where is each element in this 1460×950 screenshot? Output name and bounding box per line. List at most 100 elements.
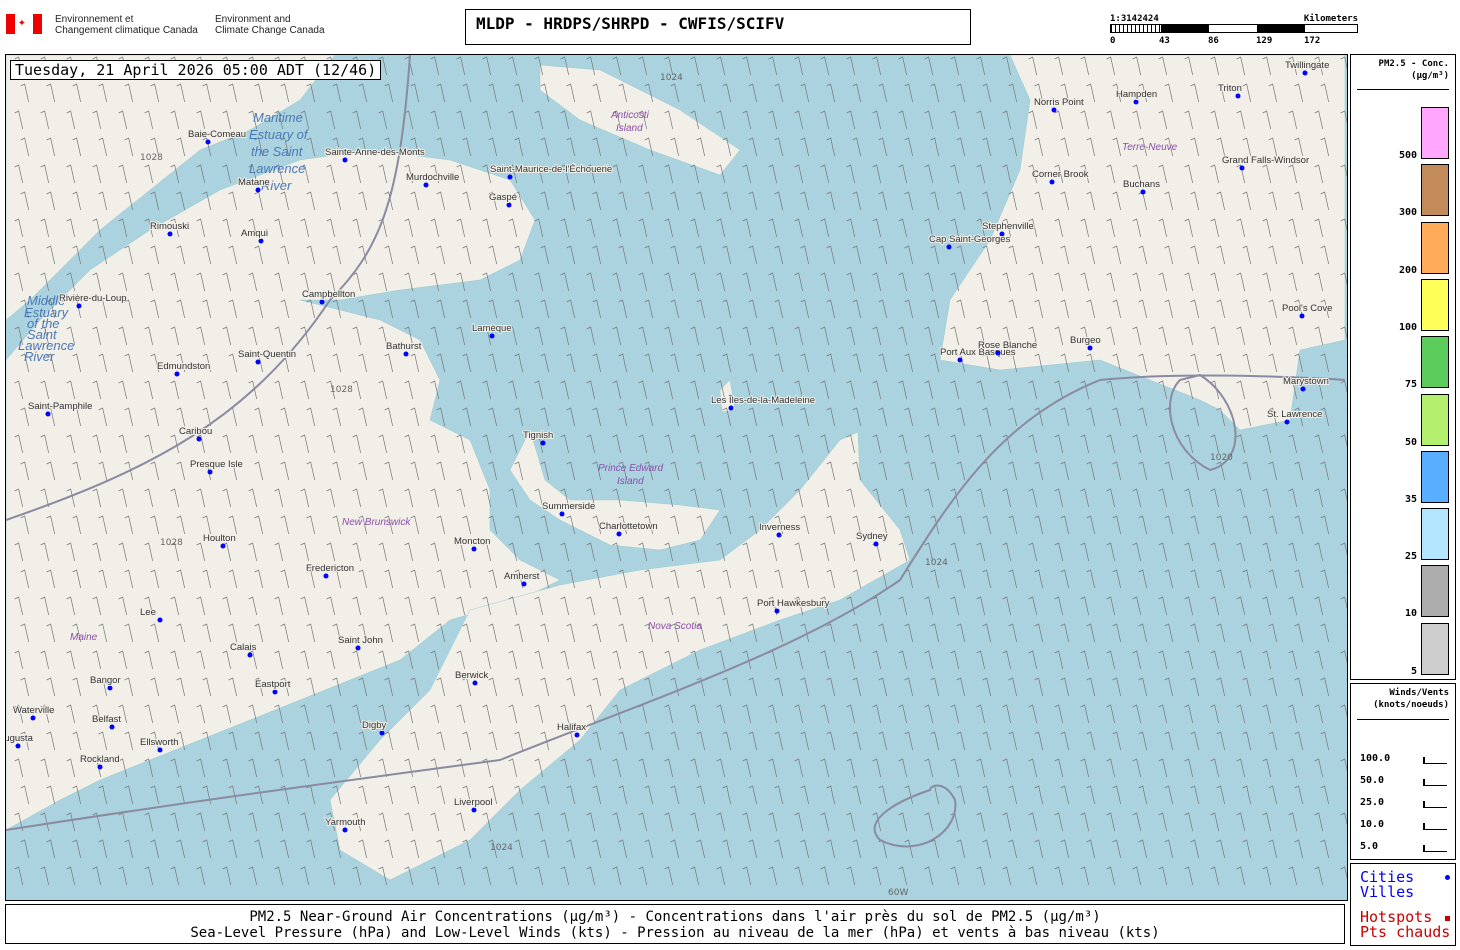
wind-barb — [1008, 83, 1018, 103]
wind-barb — [956, 407, 966, 427]
pm25-swatch — [1421, 508, 1449, 561]
wind-barb — [1054, 596, 1064, 616]
wind-barb — [534, 758, 544, 778]
wind-barb — [150, 785, 160, 805]
wind-barb — [774, 839, 784, 859]
wind-barb — [1106, 488, 1116, 508]
wind-barb — [1242, 461, 1252, 481]
wind-barb — [872, 218, 882, 238]
wind-barb — [1242, 191, 1252, 211]
wind-barb — [488, 839, 498, 859]
wind-barb — [488, 677, 498, 697]
wind-barb — [872, 866, 882, 886]
city-dot — [1239, 165, 1245, 171]
wind-barb — [956, 839, 966, 859]
wind-barb — [176, 191, 186, 211]
wind-barb — [92, 434, 102, 454]
svg-text:the Saint: the Saint — [251, 144, 304, 159]
wind-barb — [982, 839, 992, 859]
city-dot — [489, 333, 495, 339]
wind-barb — [196, 434, 206, 454]
wind-barb — [1262, 272, 1272, 292]
wind-barb — [976, 326, 986, 346]
wind-barb — [638, 488, 648, 508]
wind-barb — [956, 137, 966, 157]
city-dot — [574, 732, 580, 738]
wind-barb — [982, 785, 992, 805]
wind-barb — [352, 218, 362, 238]
wind-barb — [352, 434, 362, 454]
map-view[interactable]: 1028 1028 1028 1024 1024 1024 1020 60W M… — [5, 54, 1348, 901]
wind-barb — [1158, 596, 1168, 616]
wind-barb — [1320, 839, 1330, 859]
wind-barb — [690, 596, 700, 616]
wind-barb — [690, 326, 700, 346]
wind-barb — [696, 353, 706, 373]
wind-barb — [14, 596, 24, 616]
wind-barb — [826, 839, 836, 859]
wind-barb — [1320, 569, 1330, 589]
wind-barb — [170, 596, 180, 616]
wind-barb — [1054, 110, 1064, 130]
wind-barb — [794, 812, 804, 832]
wind-barb — [436, 245, 446, 265]
wind-barb — [488, 731, 498, 751]
wind-barb — [1112, 785, 1122, 805]
wind-barb — [696, 461, 706, 481]
wind-barb — [1236, 866, 1246, 886]
wind-barb — [612, 542, 622, 562]
wind-barb — [300, 542, 310, 562]
wind-barb — [1008, 461, 1018, 481]
wind-barb — [1158, 380, 1168, 400]
wind-barb — [800, 515, 810, 535]
wind-barb — [508, 812, 518, 832]
isobar-label: 1024 — [925, 558, 948, 568]
wind-barb — [800, 785, 810, 805]
wind-barb — [794, 866, 804, 886]
wind-barb — [956, 353, 966, 373]
wind-barb — [852, 569, 862, 589]
wind-barb — [488, 623, 498, 643]
wind-barb — [566, 623, 576, 643]
wind-barb — [46, 137, 56, 157]
wind-barb — [202, 407, 212, 427]
wind-barb — [248, 596, 258, 616]
wind-barb — [716, 596, 726, 616]
wind-barb — [1262, 164, 1272, 184]
wind-barb — [228, 515, 238, 535]
wind-barb — [976, 380, 986, 400]
wind-barb — [826, 623, 836, 643]
forecast-datetime: Tuesday, 21 April 2026 05:00 ADT (12/46) — [10, 60, 382, 80]
map-canvas[interactable]: 1028 1028 1028 1024 1024 1024 1020 60W M… — [6, 55, 1347, 900]
wind-barb — [566, 407, 576, 427]
wind-barb — [254, 299, 264, 319]
city-label: Bathurst — [386, 341, 422, 352]
wind-barb — [462, 245, 472, 265]
wind-barb — [1288, 542, 1298, 562]
wind-barb — [924, 542, 934, 562]
wind-barb — [820, 542, 830, 562]
wind-barb — [904, 677, 914, 697]
wind-barb — [742, 164, 752, 184]
wind-barb — [300, 272, 310, 292]
wind-barb — [430, 218, 440, 238]
wind-barb — [46, 839, 56, 859]
city-dot — [1133, 99, 1139, 105]
wind-barb — [924, 704, 934, 724]
wind-barb — [696, 191, 706, 211]
wind-barb — [482, 758, 492, 778]
wind-barb — [1340, 380, 1347, 394]
wind-barb — [436, 299, 446, 319]
wind-barb — [46, 461, 56, 481]
wind-barb — [566, 785, 576, 805]
wind-barb — [748, 191, 758, 211]
wind-barb — [1060, 569, 1070, 589]
wind-barb — [644, 515, 654, 535]
wind-barb — [176, 731, 186, 751]
wind-barb — [1132, 218, 1142, 238]
wind-barb — [846, 164, 856, 184]
wind-barb — [14, 758, 24, 778]
wind-barb — [872, 380, 882, 400]
wind-barb — [404, 488, 414, 508]
wind-barb — [1086, 191, 1096, 211]
